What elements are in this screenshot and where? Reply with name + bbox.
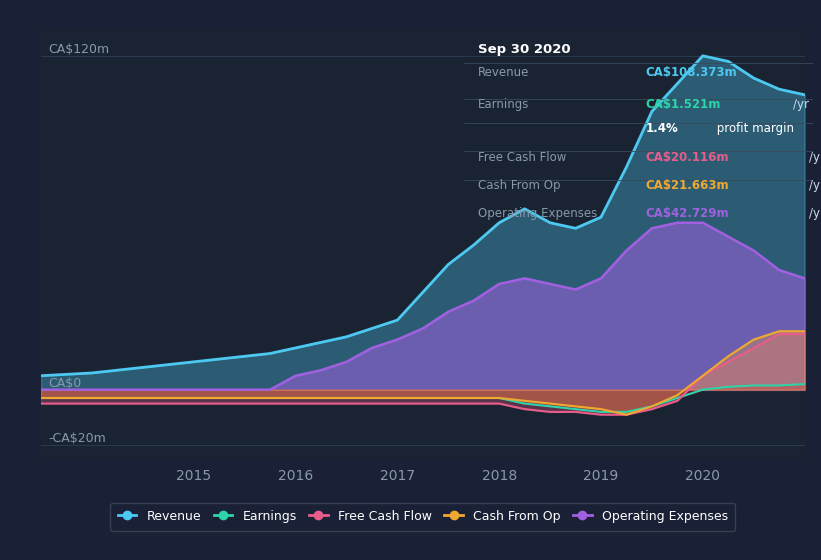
Text: Earnings: Earnings (478, 98, 530, 111)
Text: Cash From Op: Cash From Op (478, 179, 560, 192)
Text: profit margin: profit margin (713, 122, 794, 136)
Text: 1.4%: 1.4% (645, 122, 678, 136)
Text: CA$20.116m: CA$20.116m (645, 151, 729, 164)
Text: /yr: /yr (810, 207, 821, 220)
Text: Operating Expenses: Operating Expenses (478, 207, 597, 220)
Text: -CA$20m: -CA$20m (48, 432, 107, 445)
Text: Free Cash Flow: Free Cash Flow (478, 151, 566, 164)
Text: CA$120m: CA$120m (48, 43, 110, 56)
Text: CA$1.521m: CA$1.521m (645, 98, 721, 111)
Text: CA$108.373m: CA$108.373m (645, 66, 737, 79)
Text: Revenue: Revenue (478, 66, 530, 79)
Text: /yr: /yr (810, 151, 821, 164)
Legend: Revenue, Earnings, Free Cash Flow, Cash From Op, Operating Expenses: Revenue, Earnings, Free Cash Flow, Cash … (110, 502, 736, 530)
Text: CA$21.663m: CA$21.663m (645, 179, 729, 192)
Text: /yr: /yr (810, 179, 821, 192)
Text: Sep 30 2020: Sep 30 2020 (478, 43, 571, 55)
Text: /yr: /yr (793, 98, 810, 111)
Text: CA$42.729m: CA$42.729m (645, 207, 729, 220)
Text: CA$0: CA$0 (48, 377, 82, 390)
